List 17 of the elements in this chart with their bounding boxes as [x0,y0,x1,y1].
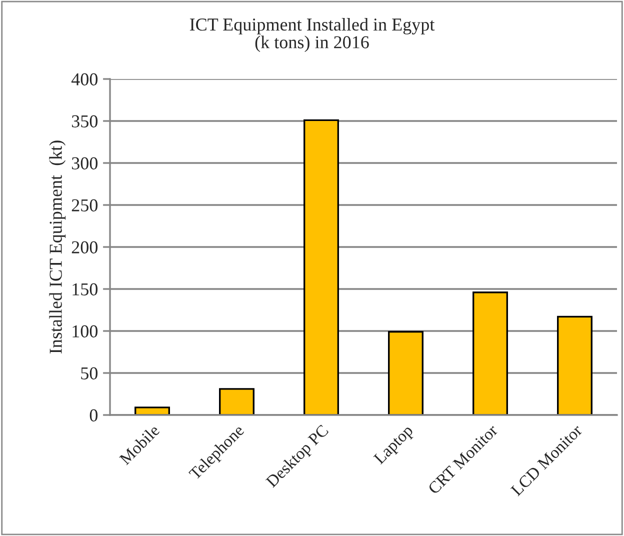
bar [134,406,170,415]
bar [388,331,424,415]
y-axis-title: Installed ICT Equipment (kt) [49,140,66,354]
y-tick-label: 150 [72,283,98,296]
y-tick-label: 350 [72,115,98,128]
bar [472,292,508,415]
chart-title: ICT Equipment Installed in Egypt (k tons) in 2016 [190,18,435,52]
y-tick-label: 200 [72,241,98,254]
y-tick-label: 100 [72,325,98,338]
y-tick-label: 300 [72,157,98,170]
y-tick-label: 250 [72,199,98,212]
bar [557,316,592,415]
y-tick-label: 0 [90,409,98,422]
bar [304,119,339,415]
y-tick-label: 50 [81,367,98,380]
y-tick-label: 400 [71,73,98,86]
bar [219,388,254,415]
